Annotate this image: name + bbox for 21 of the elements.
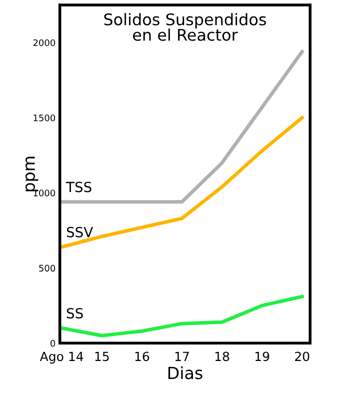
x-tick-label: 20 — [295, 352, 310, 362]
x-axis-title: Dias — [168, 366, 202, 380]
y-tick-label: 1000 — [34, 190, 56, 196]
x-tick-label: 17 — [175, 352, 189, 361]
text: Solidos Suspendidos en el Reactor — [104, 13, 266, 41]
y-axis-title: ppm — [25, 156, 38, 192]
series-label: TSS — [66, 182, 92, 192]
x-tick-label: 15 — [95, 352, 109, 362]
line-series — [60, 50, 304, 204]
x-tick-label: 16 — [135, 352, 150, 362]
x-tick-label: 18 — [215, 352, 230, 362]
y-tick-label: 2000 — [33, 39, 56, 46]
series-label: SS — [66, 308, 83, 318]
x-tick-label: Ago 14 — [40, 352, 84, 364]
line-series — [60, 294, 304, 338]
series-label: SSV — [66, 226, 94, 238]
y-tick-label: 500 — [39, 264, 56, 272]
y-tick-label: 1500 — [34, 114, 56, 122]
x-tick-label: 19 — [255, 352, 270, 362]
y-tick-label: 0 — [50, 340, 56, 347]
line-series — [60, 116, 304, 249]
